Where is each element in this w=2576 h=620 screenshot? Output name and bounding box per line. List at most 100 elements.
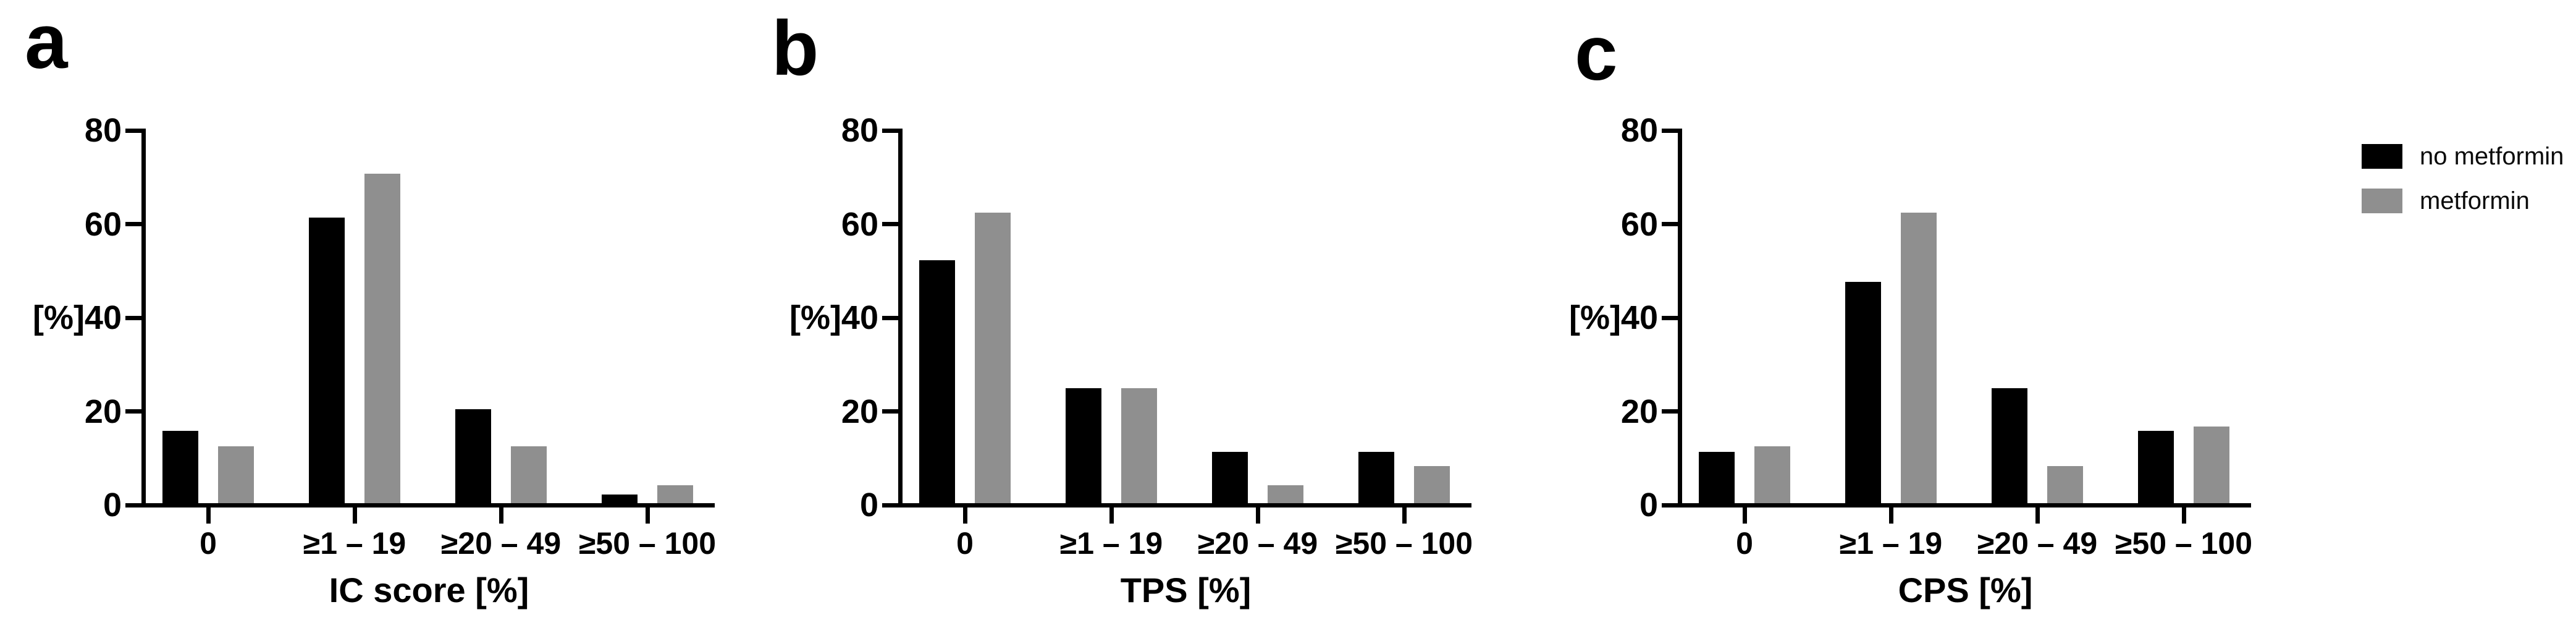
bar-no-metformin-b-2 [1212, 452, 1248, 505]
bar-no-metformin-a-0 [162, 431, 198, 505]
bar-no-metformin-c-0 [1699, 452, 1735, 505]
y-tick-b-80 [882, 128, 898, 133]
y-axis-c [1677, 128, 1682, 507]
y-tick-label-b-80: 80 [841, 112, 878, 149]
y-tick-label-c-60: 60 [1620, 205, 1658, 243]
y-tick-label-c-40: 40 [1620, 299, 1658, 336]
bar-metformin-b-2 [1268, 485, 1303, 505]
x-category-label-a-2: ≥20 – 49 [440, 526, 562, 561]
x-tick-b-3 [1402, 507, 1407, 524]
bar-metformin-c-2 [2047, 466, 2083, 505]
legend-swatch-no-metformin [2362, 144, 2402, 169]
y-tick-label-a-40: 40 [84, 299, 122, 336]
bar-metformin-a-0 [218, 446, 254, 505]
bar-no-metformin-b-3 [1358, 452, 1394, 505]
y-tick-label-b-60: 60 [841, 205, 878, 243]
y-tick-a-20 [125, 409, 141, 414]
x-category-label-c-3: ≥50 – 100 [2115, 526, 2253, 561]
x-category-label-b-2: ≥20 – 49 [1197, 526, 1318, 561]
bar-metformin-b-0 [975, 213, 1011, 505]
y-tick-label-c-80: 80 [1620, 112, 1658, 149]
bar-metformin-a-3 [657, 485, 693, 505]
bar-metformin-b-3 [1414, 466, 1450, 505]
x-category-label-a-0: 0 [200, 526, 217, 561]
y-tick-a-0 [125, 503, 141, 507]
bar-metformin-b-1 [1121, 388, 1157, 505]
y-tick-a-60 [125, 222, 141, 226]
y-tick-c-60 [1661, 222, 1678, 226]
y-tick-label-a-0: 0 [103, 486, 122, 524]
x-tick-a-1 [352, 507, 357, 524]
x-tick-c-1 [1888, 507, 1893, 524]
y-tick-c-0 [1661, 503, 1678, 507]
x-category-label-a-1: ≥1 – 19 [303, 526, 406, 561]
y-tick-label-a-20: 20 [84, 393, 122, 430]
bar-metformin-c-3 [2194, 427, 2229, 505]
y-axis-title-c: [%] [1569, 299, 1621, 336]
x-category-label-c-0: 0 [1736, 526, 1753, 561]
bar-no-metformin-b-0 [919, 260, 955, 505]
legend-label-metformin: metformin [2420, 187, 2530, 214]
y-tick-label-a-60: 60 [84, 205, 122, 243]
bar-metformin-a-2 [511, 446, 547, 505]
y-tick-c-20 [1661, 409, 1678, 414]
y-tick-label-b-40: 40 [841, 299, 878, 336]
bar-no-metformin-c-2 [1992, 388, 2027, 505]
y-axis-title-a: [%] [33, 299, 85, 336]
bar-no-metformin-a-3 [602, 495, 638, 505]
bar-metformin-c-0 [1754, 446, 1790, 505]
x-category-label-b-3: ≥50 – 100 [1335, 526, 1473, 561]
bar-no-metformin-c-1 [1845, 282, 1881, 505]
y-tick-a-80 [125, 128, 141, 133]
bar-no-metformin-b-1 [1066, 388, 1101, 505]
x-axis-c [1677, 503, 2251, 507]
x-axis-title-c: CPS [%] [1898, 571, 2033, 609]
y-tick-b-40 [882, 315, 898, 320]
panel-label-c: c [1575, 11, 1618, 96]
y-tick-label-c-20: 20 [1620, 393, 1658, 430]
x-tick-c-0 [1742, 507, 1747, 524]
x-tick-a-2 [499, 507, 503, 524]
y-tick-a-40 [125, 315, 141, 320]
legend-swatch-metformin [2362, 189, 2402, 213]
x-tick-c-2 [2035, 507, 2040, 524]
x-category-label-c-2: ≥20 – 49 [1977, 526, 2098, 561]
x-axis-b [898, 503, 1471, 507]
x-tick-a-3 [645, 507, 650, 524]
x-axis-a [141, 503, 715, 507]
y-tick-label-b-0: 0 [859, 486, 878, 524]
y-tick-label-c-0: 0 [1639, 486, 1658, 524]
legend-item-no-metformin: no metformin [2362, 144, 2564, 169]
y-tick-label-a-80: 80 [84, 112, 122, 149]
legend-item-metformin: metformin [2362, 189, 2564, 213]
bar-no-metformin-c-3 [2138, 431, 2174, 505]
bar-metformin-a-1 [364, 174, 400, 505]
y-axis-b [898, 128, 903, 507]
panel-label-b: b [772, 6, 819, 91]
x-category-label-a-3: ≥50 – 100 [578, 526, 717, 561]
x-axis-title-a: IC score [%] [329, 571, 529, 609]
x-tick-c-3 [2181, 507, 2186, 524]
x-category-label-b-1: ≥1 – 19 [1059, 526, 1163, 561]
y-tick-b-20 [882, 409, 898, 414]
x-tick-a-0 [206, 507, 211, 524]
legend-label-no-metformin: no metformin [2420, 143, 2564, 170]
panel-label-a: a [25, 0, 68, 85]
y-tick-b-60 [882, 222, 898, 226]
x-tick-b-2 [1255, 507, 1260, 524]
y-tick-b-0 [882, 503, 898, 507]
y-axis-title-b: [%] [789, 299, 841, 336]
bar-metformin-c-1 [1901, 213, 1937, 505]
y-tick-c-80 [1661, 128, 1678, 133]
y-axis-a [141, 128, 146, 507]
x-axis-title-b: TPS [%] [1120, 571, 1252, 609]
bar-no-metformin-a-2 [455, 409, 491, 505]
x-category-label-c-1: ≥1 – 19 [1839, 526, 1943, 561]
y-tick-c-40 [1661, 315, 1678, 320]
x-category-label-b-0: 0 [956, 526, 974, 561]
bar-no-metformin-a-1 [309, 218, 345, 505]
y-tick-label-b-20: 20 [841, 393, 878, 430]
x-tick-b-0 [962, 507, 967, 524]
x-tick-b-1 [1109, 507, 1114, 524]
